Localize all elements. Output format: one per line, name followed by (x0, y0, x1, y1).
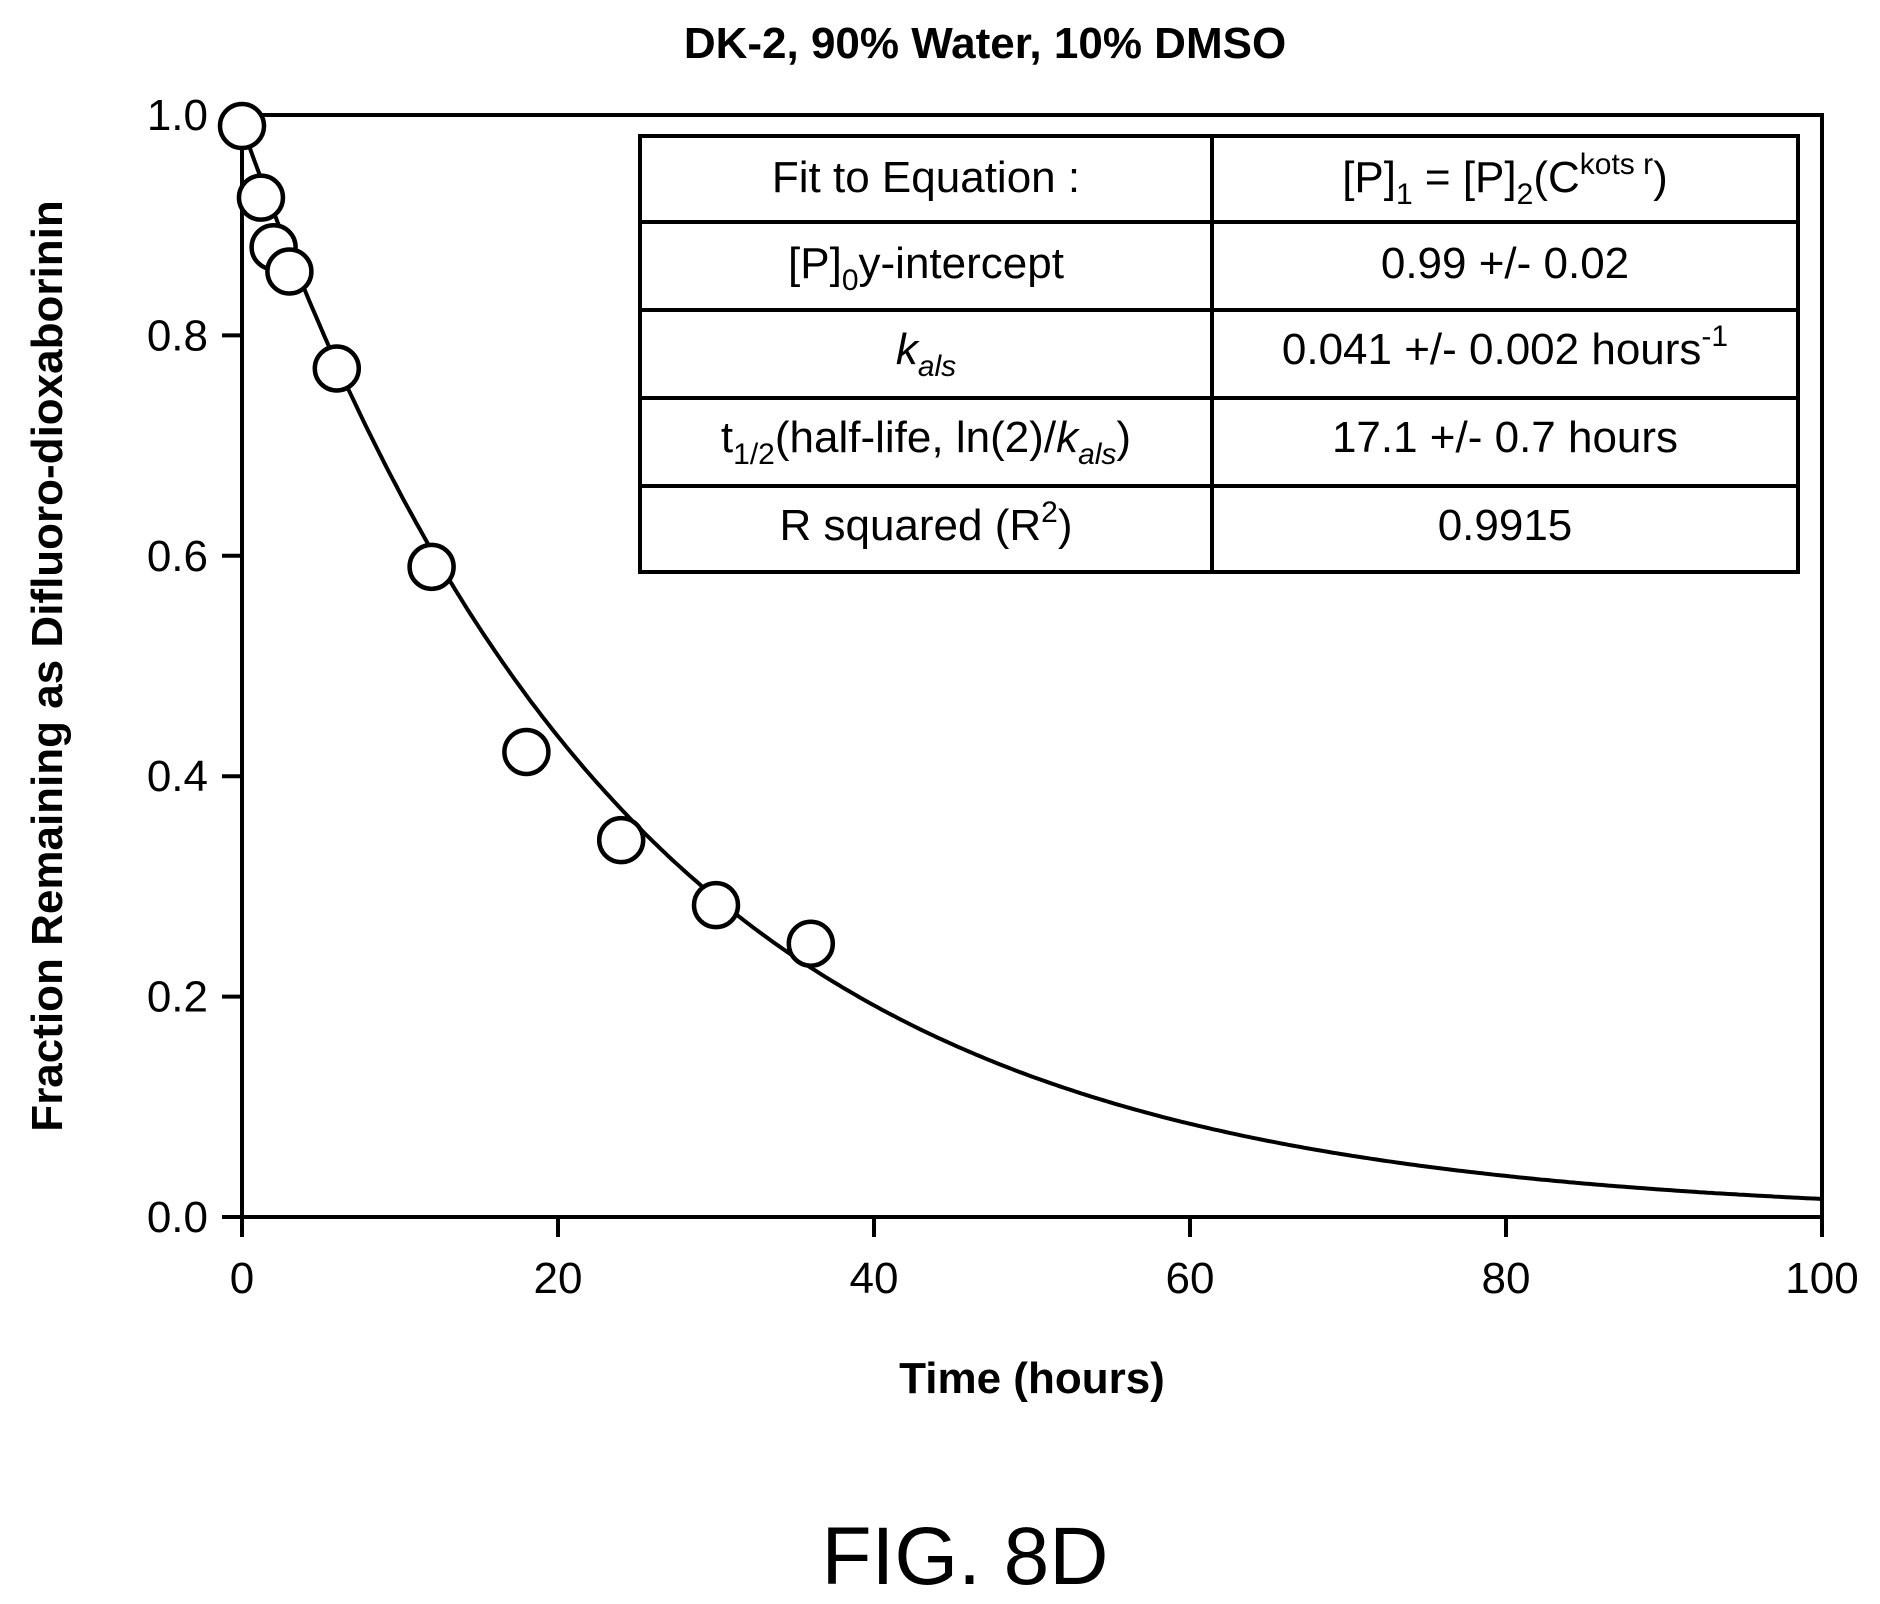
data-point (217, 101, 267, 151)
data-points (217, 101, 836, 968)
y-tick-label: 0.2 (147, 973, 208, 1022)
y-tick-label: 0.8 (147, 311, 208, 360)
rate-constant-label: kals (896, 325, 956, 383)
x-tick-label: 100 (1785, 1254, 1858, 1303)
data-point (236, 173, 286, 222)
y-tick-label: 0.0 (147, 1193, 208, 1242)
y-tick-label: 0.4 (147, 752, 208, 801)
x-tick-label: 60 (1166, 1254, 1215, 1303)
y-tick-label: 0.6 (147, 532, 208, 581)
data-point (312, 344, 362, 393)
data-point (502, 727, 551, 777)
plot-frame (240, 113, 1824, 1219)
half-life-value: 17.1 +/- 0.7 hours (1332, 413, 1678, 462)
half-life-label: t1/2(half-life, ln(2)/kals) (721, 413, 1131, 471)
y-tick-label: 1.0 (147, 91, 208, 140)
r-squared-value: 0.9915 (1438, 501, 1573, 550)
fit-curve (240, 125, 1823, 1201)
chart-title: DK-2, 90% Water, 10% DMSO (684, 19, 1286, 68)
data-point (596, 815, 646, 865)
x-axis-title: Time (hours) (899, 1354, 1165, 1403)
fit-equation-label: Fit to Equation : (772, 153, 1080, 202)
y-axis: 0.0 0.2 0.4 0.6 0.8 1.0 (147, 91, 242, 1242)
data-point (786, 919, 836, 968)
y-axis-title: Fraction Remaining as Difluoro-dioxabori… (23, 200, 72, 1131)
intercept-label: [P]0y-intercept (788, 239, 1064, 297)
data-point (265, 247, 314, 296)
rate-constant-value: 0.041 +/- 0.002 hours-1 (1282, 320, 1728, 374)
data-point (407, 542, 456, 592)
r-squared-label: R squared (R2) (779, 496, 1072, 550)
x-tick-label: 20 (534, 1254, 583, 1303)
data-point (691, 880, 741, 930)
x-tick-label: 40 (850, 1254, 899, 1303)
x-axis: 0 20 40 60 80 100 (230, 1217, 1859, 1303)
fit-table: Fit to Equation : [P]1 = [P]2(Ckots r) [… (638, 134, 1800, 574)
fit-equation-value: [P]1 = [P]2(Ckots r) (1342, 148, 1668, 211)
intercept-value: 0.99 +/- 0.02 (1381, 239, 1629, 288)
figure-label: FIG. 8D (821, 1511, 1108, 1602)
x-tick-label: 80 (1482, 1254, 1531, 1303)
x-tick-label: 0 (230, 1254, 254, 1303)
